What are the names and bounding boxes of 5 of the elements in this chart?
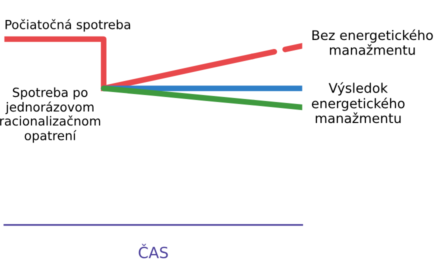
- text: Výsledok energetického manažmentu: [312, 82, 405, 124]
- text: Počiatočná spotreba: [6, 19, 130, 32]
- annotation: Spotreba po jednorázovom racionalizačnom opatrení: [0, 87, 100, 143]
- x-axis-title: ČAS: [138, 244, 168, 258]
- text: Bez energetického manažmentu: [312, 29, 433, 55]
